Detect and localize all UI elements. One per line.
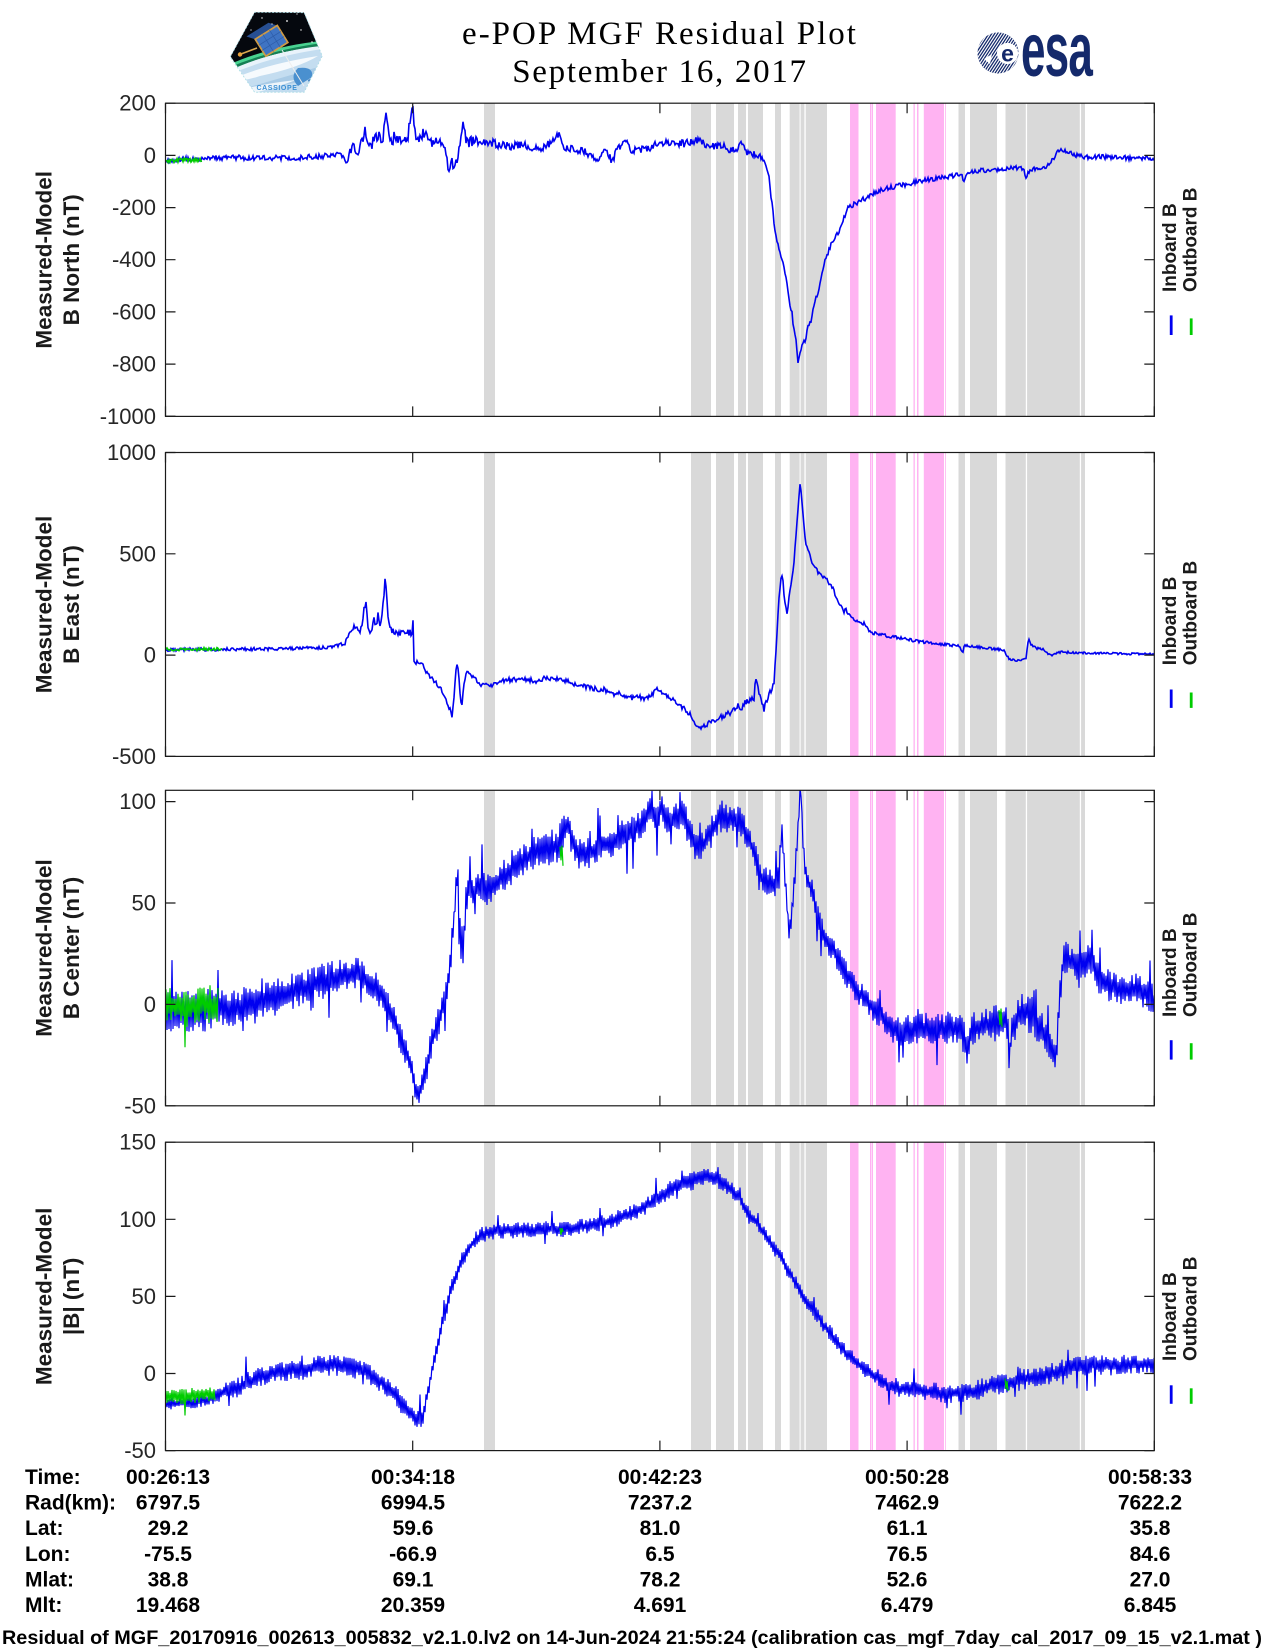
svg-text:76.5: 76.5 <box>887 1543 928 1566</box>
svg-text:150: 150 <box>119 1130 156 1155</box>
svg-text:29.2: 29.2 <box>148 1517 189 1540</box>
svg-text:6797.5: 6797.5 <box>136 1492 201 1515</box>
svg-text:7462.9: 7462.9 <box>875 1492 939 1515</box>
svg-text:00:42:23: 00:42:23 <box>618 1466 702 1489</box>
svg-text:4.691: 4.691 <box>634 1594 687 1617</box>
svg-text:Mlat:: Mlat: <box>25 1568 74 1591</box>
svg-text:0: 0 <box>144 1361 156 1386</box>
svg-text:Measured-Model: Measured-Model <box>32 516 57 694</box>
svg-text:e: e <box>1001 41 1014 67</box>
svg-text:Outboard B: Outboard B <box>1181 561 1202 666</box>
svg-text:78.2: 78.2 <box>640 1568 681 1591</box>
svg-text:0: 0 <box>144 143 156 168</box>
svg-text:Lon:: Lon: <box>25 1543 70 1566</box>
svg-text:0: 0 <box>144 992 156 1017</box>
svg-text:0: 0 <box>144 643 156 668</box>
svg-text:84.6: 84.6 <box>1130 1543 1171 1566</box>
svg-text:Outboard B: Outboard B <box>1181 1257 1202 1362</box>
svg-text:200: 200 <box>119 91 156 116</box>
svg-text:00:58:33: 00:58:33 <box>1108 1466 1192 1489</box>
svg-text:6.845: 6.845 <box>1124 1594 1177 1617</box>
svg-text:-75.5: -75.5 <box>144 1543 192 1566</box>
svg-text:Measured-Model: Measured-Model <box>32 171 57 349</box>
svg-text:Outboard B: Outboard B <box>1181 913 1202 1018</box>
svg-text:Inboard B: Inboard B <box>1160 1272 1181 1361</box>
svg-text:59.6: 59.6 <box>393 1517 434 1540</box>
svg-text:00:50:28: 00:50:28 <box>865 1466 949 1489</box>
svg-text:Inboard B: Inboard B <box>1160 577 1181 666</box>
svg-text:|B| (nT): |B| (nT) <box>59 1258 84 1336</box>
svg-text:00:26:13: 00:26:13 <box>126 1466 210 1489</box>
svg-text:6.479: 6.479 <box>881 1594 934 1617</box>
svg-text:e-POP MGF Residual Plot: e-POP MGF Residual Plot <box>462 16 858 52</box>
svg-text:Measured-Model: Measured-Model <box>32 1208 57 1386</box>
svg-text:Lat:: Lat: <box>25 1517 64 1540</box>
svg-text:1000: 1000 <box>107 440 156 465</box>
svg-text:-50: -50 <box>124 1093 156 1118</box>
svg-text:00:34:18: 00:34:18 <box>371 1466 455 1489</box>
svg-text:-1000: -1000 <box>100 404 156 429</box>
svg-text:Measured-Model: Measured-Model <box>32 859 57 1037</box>
svg-text:7237.2: 7237.2 <box>628 1492 692 1515</box>
svg-text:52.6: 52.6 <box>887 1568 928 1591</box>
svg-text:61.1: 61.1 <box>887 1517 928 1540</box>
svg-text:100: 100 <box>119 1207 156 1232</box>
svg-text:Mlt:: Mlt: <box>25 1594 62 1617</box>
svg-text:6.5: 6.5 <box>645 1543 675 1566</box>
svg-text:B East (nT): B East (nT) <box>59 545 84 664</box>
svg-text:-800: -800 <box>112 352 156 377</box>
svg-text:81.0: 81.0 <box>640 1517 681 1540</box>
svg-text:CASSIOPE: CASSIOPE <box>257 85 298 92</box>
svg-text:B North (nT): B North (nT) <box>59 194 84 325</box>
svg-text:-66.9: -66.9 <box>389 1543 437 1566</box>
svg-text:38.8: 38.8 <box>148 1568 189 1591</box>
svg-text:100: 100 <box>119 789 156 814</box>
svg-text:50: 50 <box>132 1284 156 1309</box>
svg-text:esa: esa <box>1021 9 1094 94</box>
svg-text:Rad(km):: Rad(km): <box>25 1492 116 1515</box>
svg-text:B Center (nT): B Center (nT) <box>59 877 84 1020</box>
svg-text:27.0: 27.0 <box>1130 1568 1171 1591</box>
svg-text:-200: -200 <box>112 195 156 220</box>
svg-text:Inboard B: Inboard B <box>1160 203 1181 292</box>
svg-text:September 16, 2017: September 16, 2017 <box>512 54 807 90</box>
svg-text:500: 500 <box>119 541 156 566</box>
svg-text:Outboard B: Outboard B <box>1181 188 1202 293</box>
svg-text:35.8: 35.8 <box>1130 1517 1171 1540</box>
svg-text:19.468: 19.468 <box>136 1594 201 1617</box>
svg-text:Residual of MGF_20170916_00261: Residual of MGF_20170916_002613_005832_v… <box>2 1628 1262 1649</box>
svg-text:69.1: 69.1 <box>393 1568 434 1591</box>
svg-text:Time:: Time: <box>25 1466 81 1489</box>
svg-text:7622.2: 7622.2 <box>1118 1492 1182 1515</box>
svg-text:-600: -600 <box>112 299 156 324</box>
svg-text:50: 50 <box>132 891 156 916</box>
svg-text:20.359: 20.359 <box>381 1594 445 1617</box>
svg-text:-500: -500 <box>112 744 156 769</box>
svg-text:Inboard B: Inboard B <box>1160 928 1181 1017</box>
svg-text:6994.5: 6994.5 <box>381 1492 446 1515</box>
svg-text:-400: -400 <box>112 247 156 272</box>
svg-text:-50: -50 <box>124 1438 156 1463</box>
